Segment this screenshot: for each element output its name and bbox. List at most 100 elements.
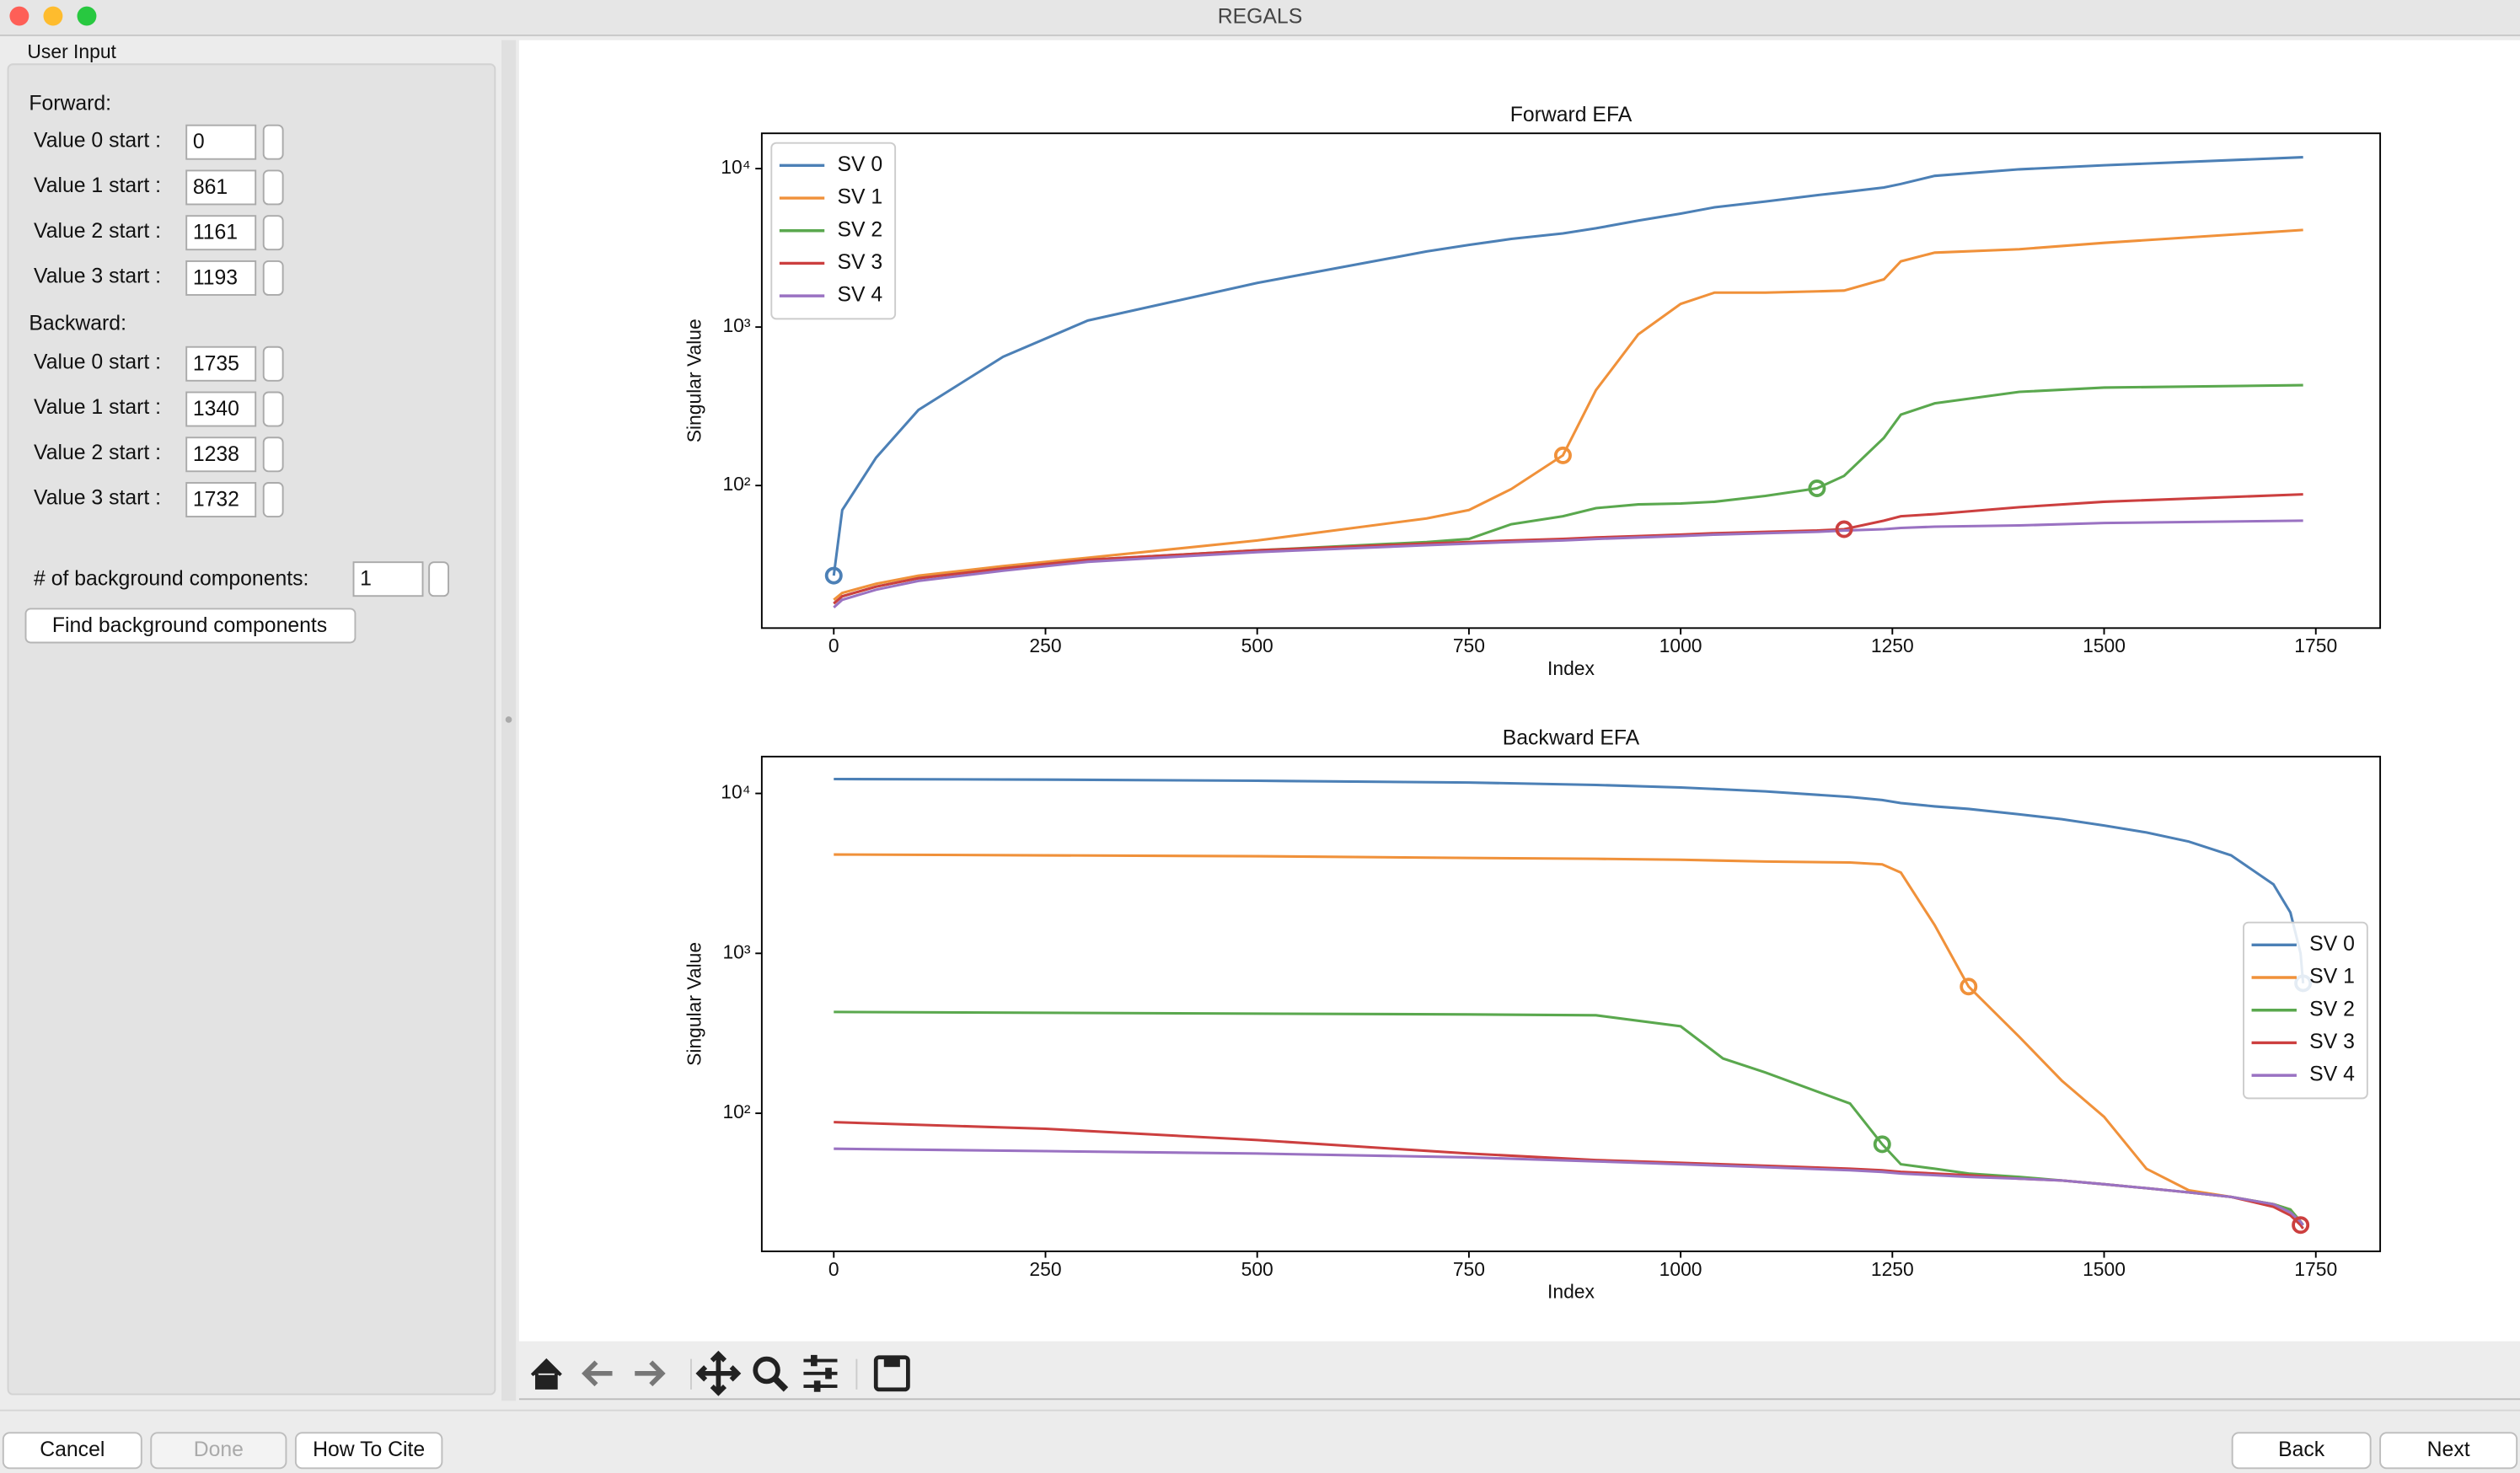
legend-label: SV 1 [837, 186, 882, 209]
start-marker [1553, 446, 1572, 464]
spinner[interactable] [262, 345, 284, 382]
next-button[interactable] [2379, 1432, 2518, 1470]
spinner[interactable] [262, 215, 284, 251]
x-tick-label: 1000 [1659, 635, 1702, 656]
x-tick-label: 500 [1241, 1258, 1273, 1280]
text-input[interactable] [185, 169, 257, 206]
x-tick-label: 1500 [2083, 635, 2126, 656]
x-tick-label: 1250 [1871, 635, 1914, 656]
chart-title: Backward EFA [1503, 726, 1640, 749]
chart-title: Forward EFA [1510, 104, 1633, 126]
series-line [834, 1147, 2304, 1226]
x-tick-label: 250 [1029, 635, 1061, 656]
spinner[interactable] [428, 561, 449, 597]
x-tick-label: 1000 [1659, 1258, 1702, 1280]
text-input[interactable] [185, 345, 257, 382]
button-label: How To Cite [313, 1438, 425, 1461]
home-icon[interactable] [530, 1358, 562, 1390]
input-value: 1193 [193, 266, 238, 289]
slider-knob [811, 1354, 818, 1367]
spinner[interactable] [262, 169, 284, 206]
y-tick-label: 10² [722, 473, 750, 495]
forward-icon[interactable] [635, 1360, 666, 1387]
y-tick-label: 10⁴ [721, 156, 750, 178]
text-input[interactable] [185, 437, 257, 473]
save-icon-part [883, 1357, 900, 1368]
field-label: Value 0 start : [34, 129, 161, 152]
button-label: Find background components [52, 614, 327, 637]
text-input[interactable] [185, 215, 257, 251]
input-value: 1238 [193, 443, 239, 466]
legend-label: SV 0 [2309, 933, 2355, 956]
text-input[interactable] [352, 561, 424, 597]
series-line [832, 156, 2303, 576]
slider-knob [813, 1380, 821, 1392]
minimize-button[interactable] [43, 6, 63, 26]
text-input[interactable] [185, 391, 257, 427]
text-input[interactable] [185, 260, 257, 296]
series-line [833, 228, 2303, 601]
panel-title: User Input [27, 40, 116, 62]
text-input[interactable] [185, 124, 257, 160]
input-value: 1732 [193, 489, 239, 512]
series-line [833, 493, 2303, 605]
start-marker [1873, 1135, 1891, 1154]
legend-label: SV 4 [2309, 1063, 2355, 1086]
find-button[interactable] [24, 608, 357, 644]
legend-label: SV 3 [837, 251, 882, 274]
button-label: Back [2278, 1438, 2325, 1461]
x-tick-label: 1750 [2294, 635, 2337, 656]
back-icon[interactable] [582, 1360, 613, 1387]
spinner[interactable] [262, 260, 284, 296]
x-tick-label: 0 [828, 1258, 839, 1280]
start-marker [1835, 520, 1853, 538]
toolbar-icons [530, 1350, 910, 1396]
back-button[interactable] [2231, 1432, 2372, 1470]
input-value: 1161 [193, 222, 238, 244]
x-tick-label: 1500 [2083, 1258, 2126, 1280]
cancel-button[interactable] [2, 1432, 142, 1470]
legend-box [2243, 921, 2368, 1100]
input-value: 1 [360, 568, 372, 591]
pan-icon[interactable] [695, 1350, 742, 1396]
x-tick-label: 1250 [1871, 1258, 1914, 1280]
section-label: Forward: [29, 92, 111, 115]
button-label: Next [2427, 1438, 2470, 1461]
slider-knob [825, 1368, 832, 1379]
y-axis-label: Singular Value [684, 319, 705, 442]
field-label: Value 1 start : [34, 396, 161, 419]
axes-frame [760, 755, 2382, 1252]
button-label: Done [194, 1438, 244, 1461]
x-axis-label: Index [1547, 657, 1595, 679]
legend-box [770, 142, 897, 320]
series-line [834, 777, 2305, 983]
sidebar-panel [7, 63, 496, 1395]
field-label: Value 1 start : [34, 174, 161, 197]
legend-label: SV 3 [2309, 1031, 2355, 1053]
zoom-button[interactable] [77, 6, 97, 26]
input-value: 1735 [193, 352, 239, 375]
spinner[interactable] [262, 391, 284, 427]
zoom-icon[interactable] [753, 1356, 780, 1385]
spinner[interactable] [262, 124, 284, 160]
field-label: Value 3 start : [34, 487, 161, 510]
x-tick-label: 750 [1453, 1258, 1485, 1280]
x-axis-label: Index [1547, 1281, 1595, 1303]
x-tick-label: 750 [1453, 635, 1485, 656]
close-button[interactable] [9, 6, 29, 26]
field-label: Value 2 start : [34, 220, 161, 243]
start-marker [2292, 1216, 2310, 1235]
title-bar [0, 0, 2520, 35]
start-marker [1808, 479, 1826, 497]
y-axis-label: Singular Value [684, 942, 705, 1066]
spinner[interactable] [262, 437, 284, 473]
x-tick-label: 250 [1029, 1258, 1061, 1280]
field-label: # of background components: [34, 568, 308, 591]
y-tick-label: 10² [722, 1101, 750, 1122]
cite-button[interactable] [294, 1432, 443, 1470]
input-value: 1340 [193, 398, 239, 420]
start-marker [1960, 978, 1978, 996]
text-input[interactable] [185, 482, 257, 517]
input-value: 861 [193, 176, 228, 199]
spinner[interactable] [262, 482, 284, 517]
